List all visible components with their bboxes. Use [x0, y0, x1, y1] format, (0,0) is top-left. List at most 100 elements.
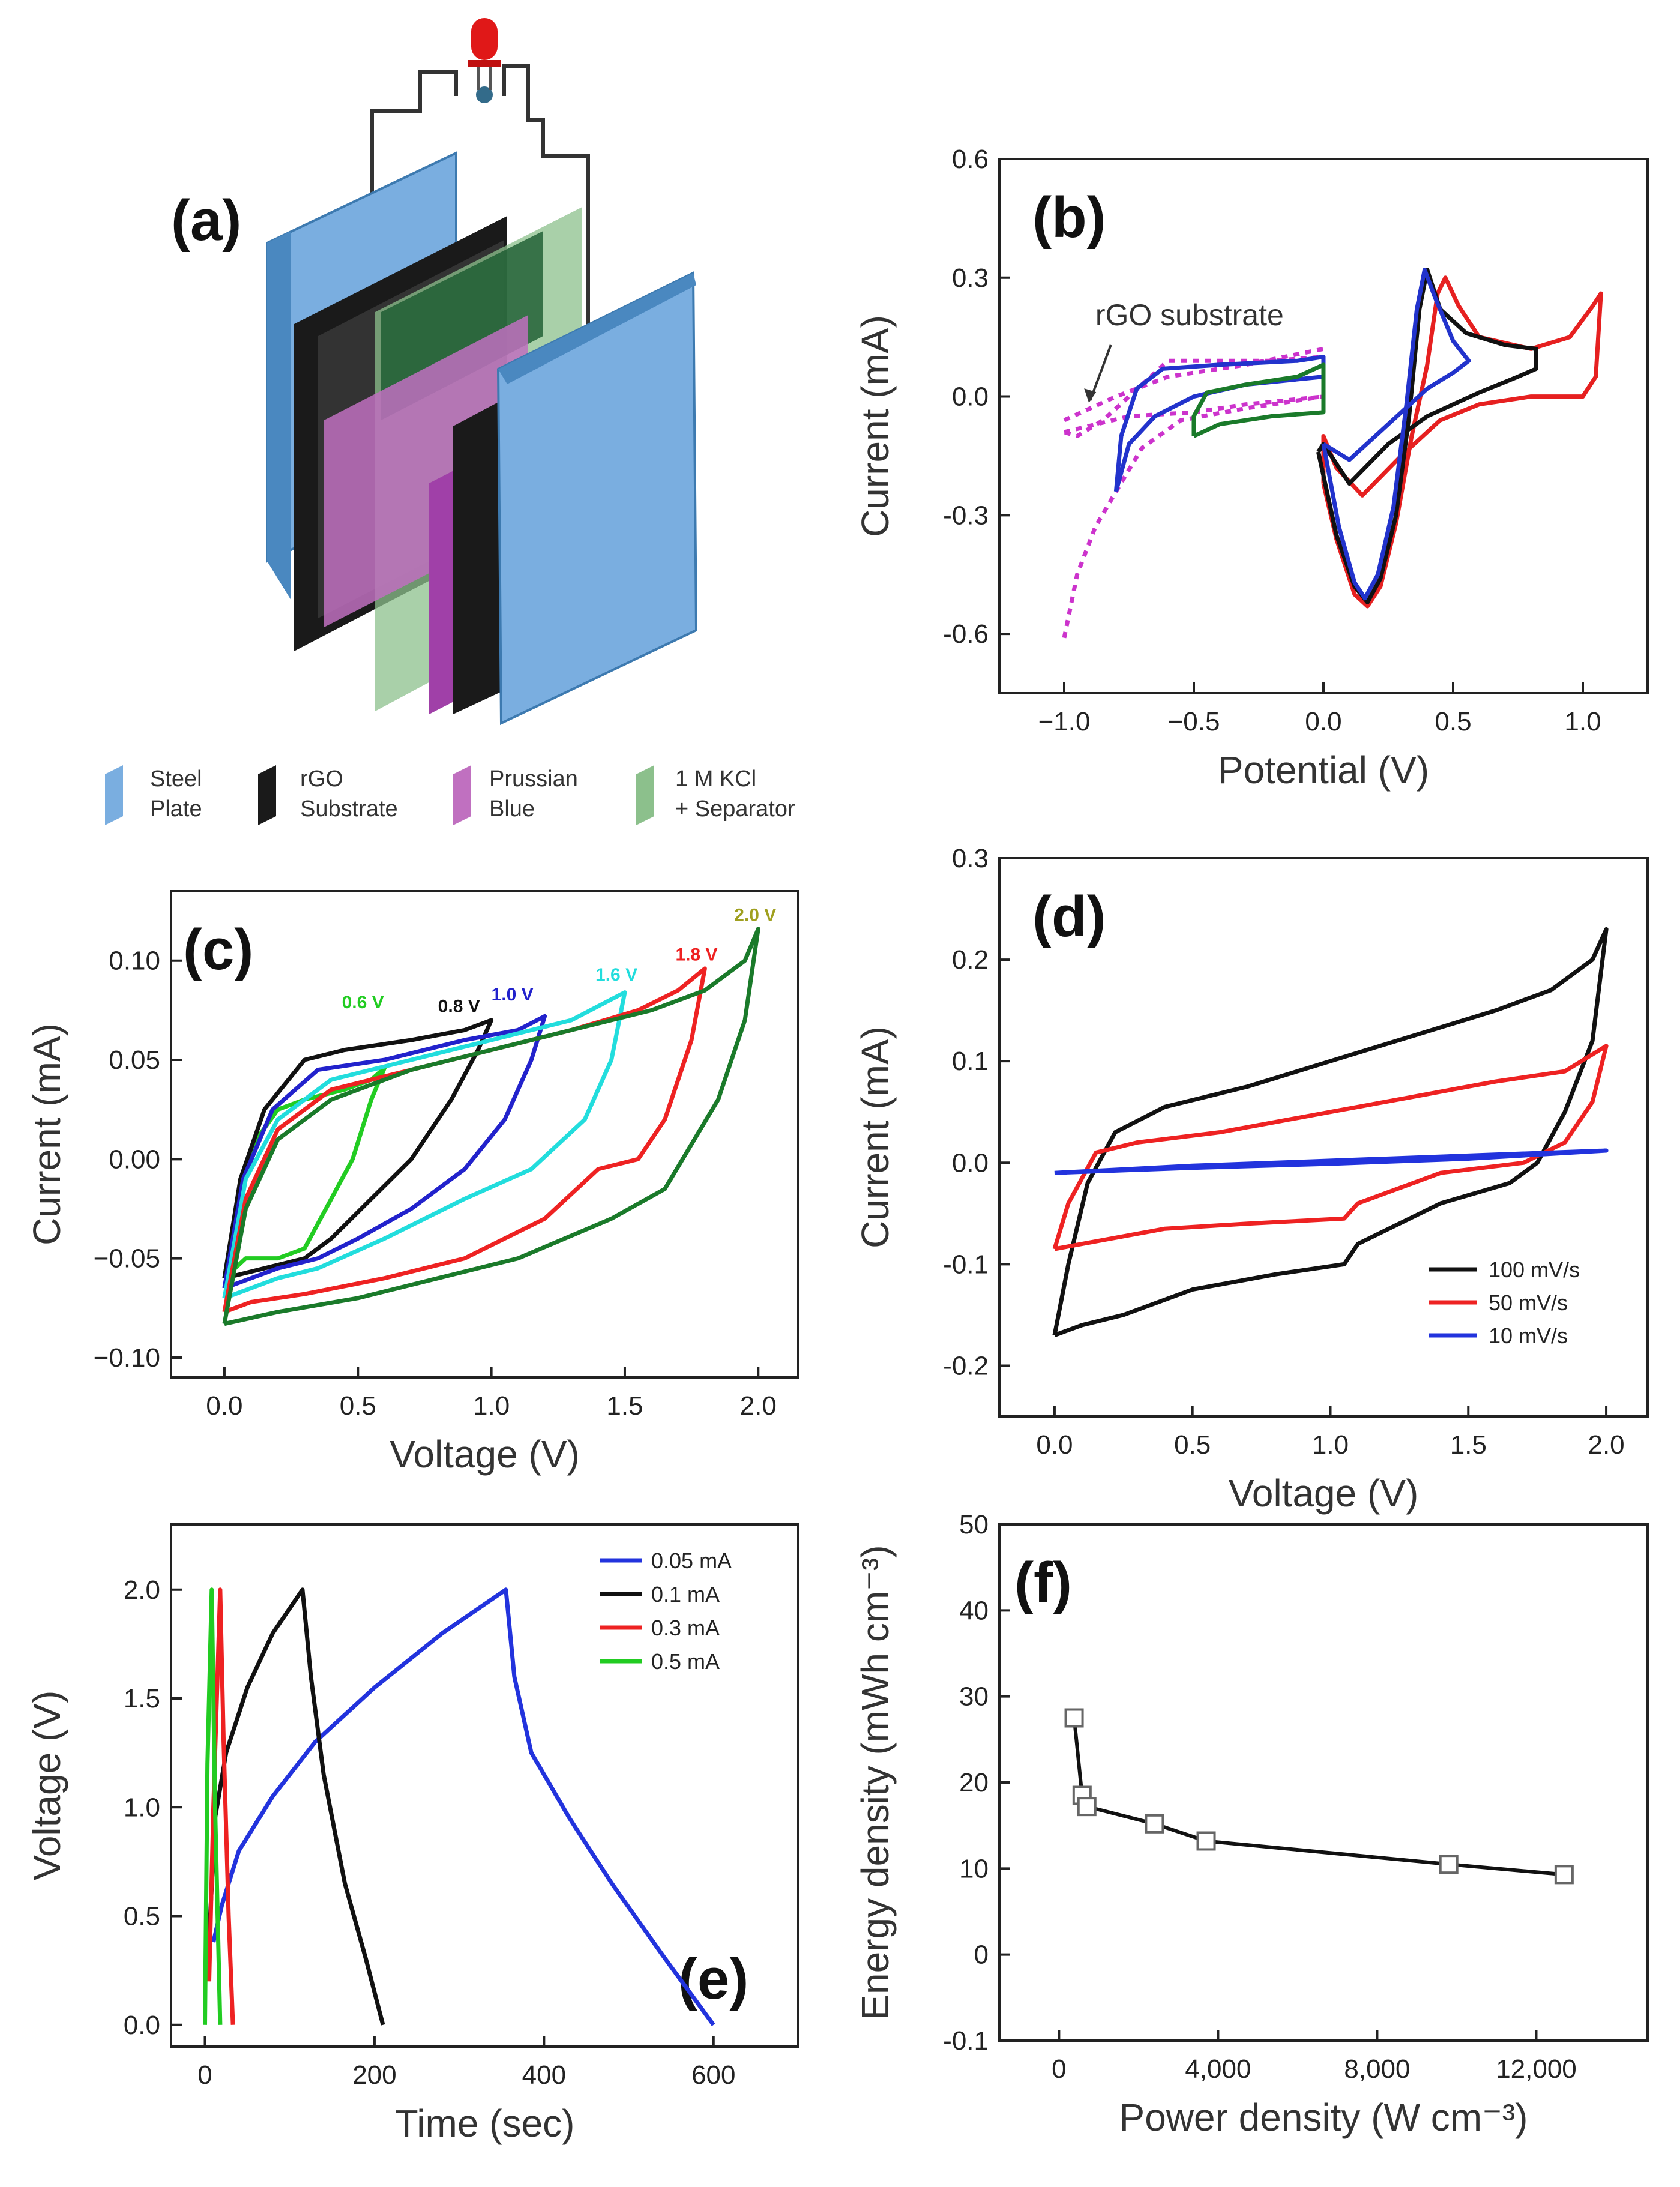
y-tick-label: 40 — [959, 1596, 989, 1625]
x-tick-label: 8,000 — [1344, 2054, 1410, 2084]
chart-e: 0 200 400 600 0.0 0.5 1.0 1.5 2.0 Time (sec) Volta… — [25, 1523, 799, 2145]
y-tick-label: 0.05 — [109, 1045, 160, 1075]
x-tick-label: 1.0 — [1564, 707, 1601, 736]
data-point — [1077, 1797, 1097, 1817]
y-axis-label: Current (mA) — [854, 315, 897, 537]
x-tick-label: −0.5 — [1168, 707, 1220, 736]
x-tick-label: 0 — [1052, 2054, 1066, 2084]
x-tick-label: 0.0 — [1305, 707, 1341, 736]
x-tick-label: 0 — [197, 2060, 212, 2090]
series-2-0-v — [222, 927, 760, 1326]
x-tick-label: 1.0 — [473, 1391, 510, 1421]
series-10-mv-s — [1054, 1148, 1609, 1175]
series-rgo-substrate-wide- — [1062, 355, 1326, 639]
y-tick-label: −0.10 — [94, 1343, 160, 1373]
data-point — [1439, 1855, 1459, 1874]
legend-entry: 10 mV/s — [1489, 1323, 1568, 1348]
series-0-1-ma — [207, 1587, 385, 2026]
x-axis-label: Voltage (V) — [390, 1433, 580, 1476]
data-point — [1145, 1814, 1164, 1834]
y-tick-label: 50 — [959, 1510, 989, 1539]
y-tick-label: 0 — [974, 1940, 989, 1970]
legend-steel-line2: Plate — [150, 796, 202, 822]
x-tick-label: 0.5 — [1435, 707, 1471, 736]
y-tick-label: 1.0 — [124, 1793, 160, 1822]
x-tick-label: 4,000 — [1185, 2054, 1251, 2084]
voltage-window-label: 0.6 V — [342, 993, 384, 1012]
legend-pb-line1: Prussian — [489, 766, 578, 792]
voltage-window-label: 1.6 V — [595, 965, 637, 985]
led-icon — [468, 18, 501, 103]
y-tick-label: 0.5 — [124, 1902, 160, 1931]
legend-kcl-line1: 1 M KCl — [675, 766, 756, 792]
panel-a-schematic: (a) Steel Plate rGO Substrate Prussian B… — [105, 18, 795, 825]
plot-frame — [998, 1523, 1649, 2042]
y-tick-label: 30 — [959, 1682, 989, 1712]
y-tick-label: 20 — [959, 1768, 989, 1797]
x-axis-label: Power density (W cm⁻³) — [1119, 2096, 1528, 2139]
x-tick-label: 400 — [522, 2060, 566, 2090]
legend-entry: 0.3 mA — [651, 1616, 720, 1640]
series-line — [1072, 1718, 1565, 1877]
x-tick-label: 0.0 — [1036, 1430, 1073, 1460]
wire — [502, 64, 590, 327]
y-axis-label: Current (mA) — [854, 1026, 897, 1248]
panel-label: (e) — [678, 1947, 748, 2011]
legend-rgo-line1: rGO — [300, 766, 343, 792]
legend-entry: 0.1 mA — [651, 1582, 720, 1607]
legend-entry: 100 mV/s — [1489, 1257, 1580, 1282]
legend-kcl-line2: + Separator — [675, 796, 795, 822]
plot-frame — [170, 890, 799, 1379]
arrow-head-icon — [1084, 388, 1097, 403]
data-point — [1196, 1831, 1216, 1851]
prussian-blue-back — [324, 315, 528, 627]
x-tick-label: −1.0 — [1038, 707, 1091, 736]
x-tick-label: 1.5 — [1450, 1430, 1487, 1460]
x-tick-label: 2.0 — [1588, 1430, 1624, 1460]
y-tick-label: 0.6 — [952, 145, 989, 174]
x-tick-label: 0.5 — [1174, 1430, 1211, 1460]
legend-swatch-kcl — [636, 765, 654, 825]
y-tick-label: 1.5 — [124, 1684, 160, 1713]
x-tick-label: 600 — [691, 2060, 735, 2090]
panel-a-label: (a) — [171, 188, 241, 253]
x-axis-label: Time (sec) — [395, 2102, 575, 2145]
series-0-5-ma — [203, 1587, 223, 2025]
y-tick-label: 0.1 — [952, 1047, 989, 1076]
chart-c: 0.0 0.5 1.0 1.5 2.0 0.10 0.05 0.00 −0.05 −0.10 Vol… — [25, 890, 799, 1476]
panel-label: (b) — [1032, 185, 1106, 250]
chart-b: −1.0 −0.5 0.0 0.5 1.0 0.6 0.3 0.0 -0.3 -0.6 Potent… — [854, 145, 1649, 792]
y-tick-label: 10 — [959, 1854, 989, 1883]
legend-swatch-pb — [453, 765, 471, 825]
schematic-legend: Steel Plate rGO Substrate Prussian Blue … — [105, 765, 795, 825]
y-tick-label: −0.05 — [94, 1244, 160, 1274]
series-1-6-v — [222, 990, 627, 1301]
voltage-window-label: 0.8 V — [438, 997, 480, 1017]
series-blue-neg — [1113, 355, 1326, 492]
x-axis-label: Voltage (V) — [1229, 1472, 1419, 1515]
voltage-window-label: 1.0 V — [492, 985, 534, 1005]
x-tick-label: 200 — [352, 2060, 396, 2090]
x-tick-label: 1.5 — [606, 1391, 643, 1421]
legend-pb-line2: Blue — [489, 796, 535, 822]
series-50-mv-s — [1052, 1044, 1609, 1251]
series-rgo-substrate-upper- — [1063, 346, 1324, 423]
annotation-arrow — [1089, 344, 1112, 401]
y-tick-label: 0.3 — [952, 844, 989, 873]
plot-frame — [170, 1523, 799, 2048]
y-axis-label: Voltage (V) — [25, 1691, 68, 1881]
panel-label: (f) — [1014, 1551, 1072, 1615]
series-blue-pos — [1321, 268, 1471, 601]
y-axis-label: Current (mA) — [25, 1023, 68, 1245]
x-tick-label: 0.0 — [206, 1391, 242, 1421]
legend-steel-line1: Steel — [150, 766, 202, 792]
steel-plate-front — [496, 271, 698, 726]
y-tick-label: -0.2 — [943, 1351, 989, 1380]
series-green-neg — [1191, 362, 1326, 438]
x-axis-label: Potential (V) — [1218, 748, 1429, 792]
series-100-mv-s — [1052, 927, 1609, 1337]
legend-entry: 0.5 mA — [651, 1649, 720, 1674]
x-tick-label: 0.5 — [340, 1391, 376, 1421]
y-tick-label: 0.00 — [109, 1145, 160, 1174]
